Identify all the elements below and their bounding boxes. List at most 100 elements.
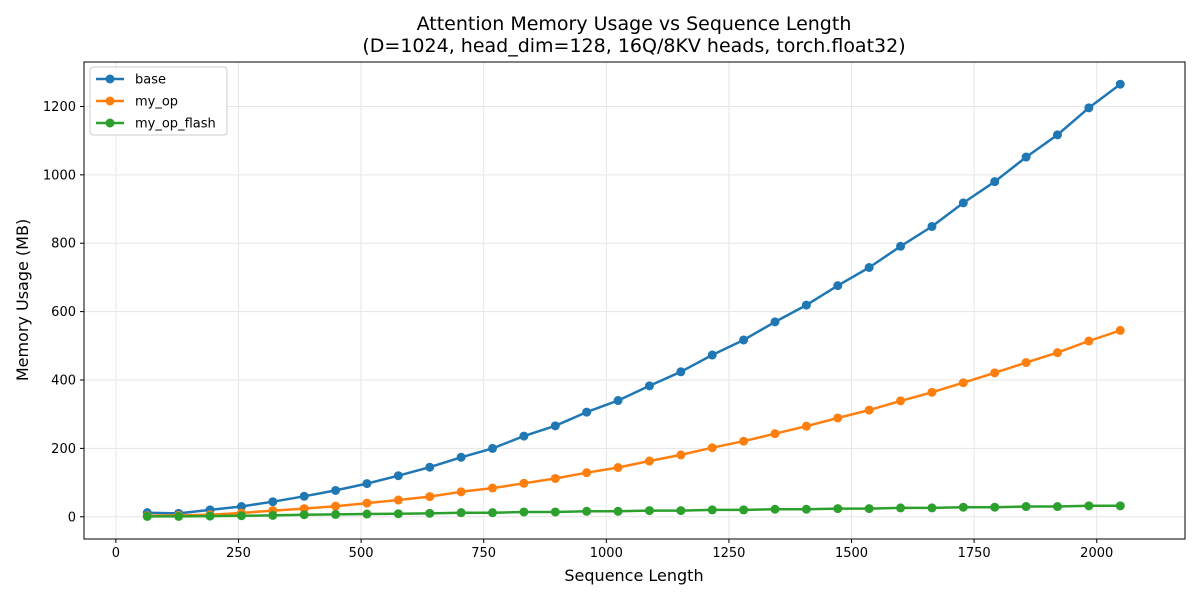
data-point-my_op_flash — [927, 503, 937, 513]
data-point-my_op — [1084, 336, 1094, 346]
data-point-base — [488, 443, 498, 453]
data-point-my_op — [770, 429, 780, 439]
y-tick-label: 400 — [51, 374, 76, 389]
data-point-my_op — [896, 396, 906, 406]
x-tick-label: 1000 — [590, 546, 623, 561]
data-point-my_op_flash — [331, 509, 341, 519]
data-point-my_op — [393, 495, 403, 505]
data-point-my_op — [707, 443, 717, 453]
data-point-base — [801, 300, 811, 310]
data-point-my_op_flash — [739, 505, 749, 515]
data-point-base — [864, 263, 874, 273]
legend: base my_op my_op_flash — [89, 66, 228, 136]
tick-layer: 0 250 500 750 1000 1250 1500 1750 2000 0 200 400 600… — [43, 100, 1113, 561]
legend-label-my_op_flash: my_op_flash — [135, 117, 216, 132]
data-point-my_op — [739, 436, 749, 446]
series-line-my_op_flash — [147, 504, 1121, 518]
x-tick-label: 1750 — [958, 546, 991, 561]
data-point-my_op_flash — [268, 510, 278, 520]
data-point-my_op_flash — [1021, 502, 1031, 512]
x-tick-label: 250 — [226, 546, 251, 561]
data-point-base — [927, 221, 937, 231]
data-point-base — [393, 471, 403, 481]
data-point-base — [707, 350, 717, 360]
data-point-base — [236, 502, 246, 512]
data-point-my_op_flash — [770, 504, 780, 514]
y-axis-title: Memory Usage (MB) — [13, 219, 32, 381]
data-point-my_op_flash — [236, 511, 246, 521]
data-point-my_op_flash — [142, 511, 152, 521]
y-tick-label: 600 — [51, 305, 76, 320]
chart-subtitle: (D=1024, head_dim=128, 16Q/8KV heads, to… — [362, 35, 905, 57]
y-tick-label: 0 — [68, 510, 76, 525]
data-point-base — [676, 367, 686, 377]
data-point-my_op — [927, 387, 937, 397]
data-point-my_op_flash — [456, 508, 466, 518]
data-point-my_op_flash — [205, 511, 215, 521]
x-tick-label: 1500 — [835, 546, 868, 561]
data-point-my_op — [801, 421, 811, 431]
data-point-my_op — [550, 473, 560, 483]
data-point-base — [739, 335, 749, 345]
data-point-my_op — [425, 492, 435, 502]
x-tick-label: 500 — [349, 546, 374, 561]
data-point-base — [425, 462, 435, 472]
legend-box — [89, 66, 228, 136]
data-point-my_op — [1021, 358, 1031, 368]
data-point-my_op_flash — [488, 508, 498, 518]
data-point-my_op_flash — [613, 506, 623, 516]
data-point-base — [550, 421, 560, 431]
data-point-base — [519, 431, 529, 441]
data-point-my_op_flash — [864, 504, 874, 514]
series-line-base — [147, 83, 1122, 515]
data-point-base — [362, 479, 372, 489]
legend-marker-my_op — [105, 96, 115, 106]
data-point-my_op_flash — [896, 503, 906, 513]
data-point-base — [1115, 79, 1125, 89]
data-point-base — [582, 407, 592, 417]
data-point-my_op_flash — [425, 508, 435, 518]
chart-title: Attention Memory Usage vs Sequence Lengt… — [417, 13, 852, 35]
data-point-base — [1084, 103, 1094, 113]
y-tick-label: 200 — [51, 442, 76, 457]
data-point-my_op — [864, 405, 874, 415]
data-point-my_op_flash — [990, 502, 1000, 512]
legend-label-my_op: my_op — [135, 95, 178, 110]
data-point-my_op_flash — [1115, 501, 1125, 511]
data-point-my_op_flash — [519, 507, 529, 517]
data-point-base — [299, 491, 309, 501]
data-point-base — [613, 396, 623, 406]
data-point-my_op_flash — [676, 506, 686, 516]
legend-marker-my_op_flash — [105, 118, 115, 128]
legend-marker-base — [105, 74, 115, 84]
x-tick-label: 1250 — [712, 546, 745, 561]
data-point-my_op — [644, 456, 654, 466]
data-point-my_op_flash — [393, 509, 403, 519]
grid-layer — [84, 62, 1185, 539]
data-point-my_op — [1115, 325, 1125, 335]
x-tick-label: 2000 — [1080, 546, 1113, 561]
y-tick-label: 1000 — [43, 168, 76, 183]
data-point-my_op_flash — [582, 506, 592, 516]
data-point-base — [833, 281, 843, 291]
data-point-base — [456, 452, 466, 462]
data-point-base — [268, 497, 278, 507]
data-point-my_op_flash — [644, 506, 654, 516]
data-point-my_op_flash — [299, 510, 309, 520]
data-point-my_op_flash — [833, 504, 843, 514]
data-point-my_op_flash — [1052, 502, 1062, 512]
data-point-base — [1021, 152, 1031, 162]
data-point-base — [331, 485, 341, 495]
plot-area-frame — [83, 61, 1186, 540]
data-point-my_op_flash — [707, 505, 717, 515]
data-point-my_op — [833, 413, 843, 423]
data-point-my_op — [519, 478, 529, 488]
data-point-my_op — [456, 487, 466, 497]
data-point-my_op — [331, 501, 341, 511]
x-tick-label: 750 — [471, 546, 496, 561]
data-point-my_op — [958, 378, 968, 388]
data-point-my_op — [990, 368, 1000, 378]
data-point-my_op — [488, 483, 498, 493]
